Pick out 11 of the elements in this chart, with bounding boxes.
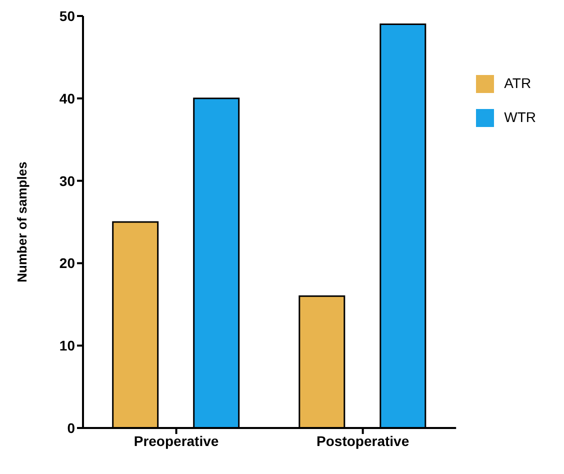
- y-tick-label: 0: [67, 420, 76, 436]
- y-tick-label: 30: [59, 172, 76, 189]
- x-tick-label: Preoperative: [134, 432, 219, 449]
- legend-label: WTR: [504, 109, 536, 125]
- y-tick-label: 10: [59, 338, 76, 354]
- x-tick-label: Postoperative: [316, 432, 410, 449]
- legend-label: ATR: [504, 75, 532, 91]
- y-tick-label: 40: [59, 90, 76, 106]
- y-axis-title: Number of samples: [14, 162, 30, 282]
- y-tick-label: 50: [59, 8, 76, 24]
- y-tick-label: 20: [59, 255, 76, 272]
